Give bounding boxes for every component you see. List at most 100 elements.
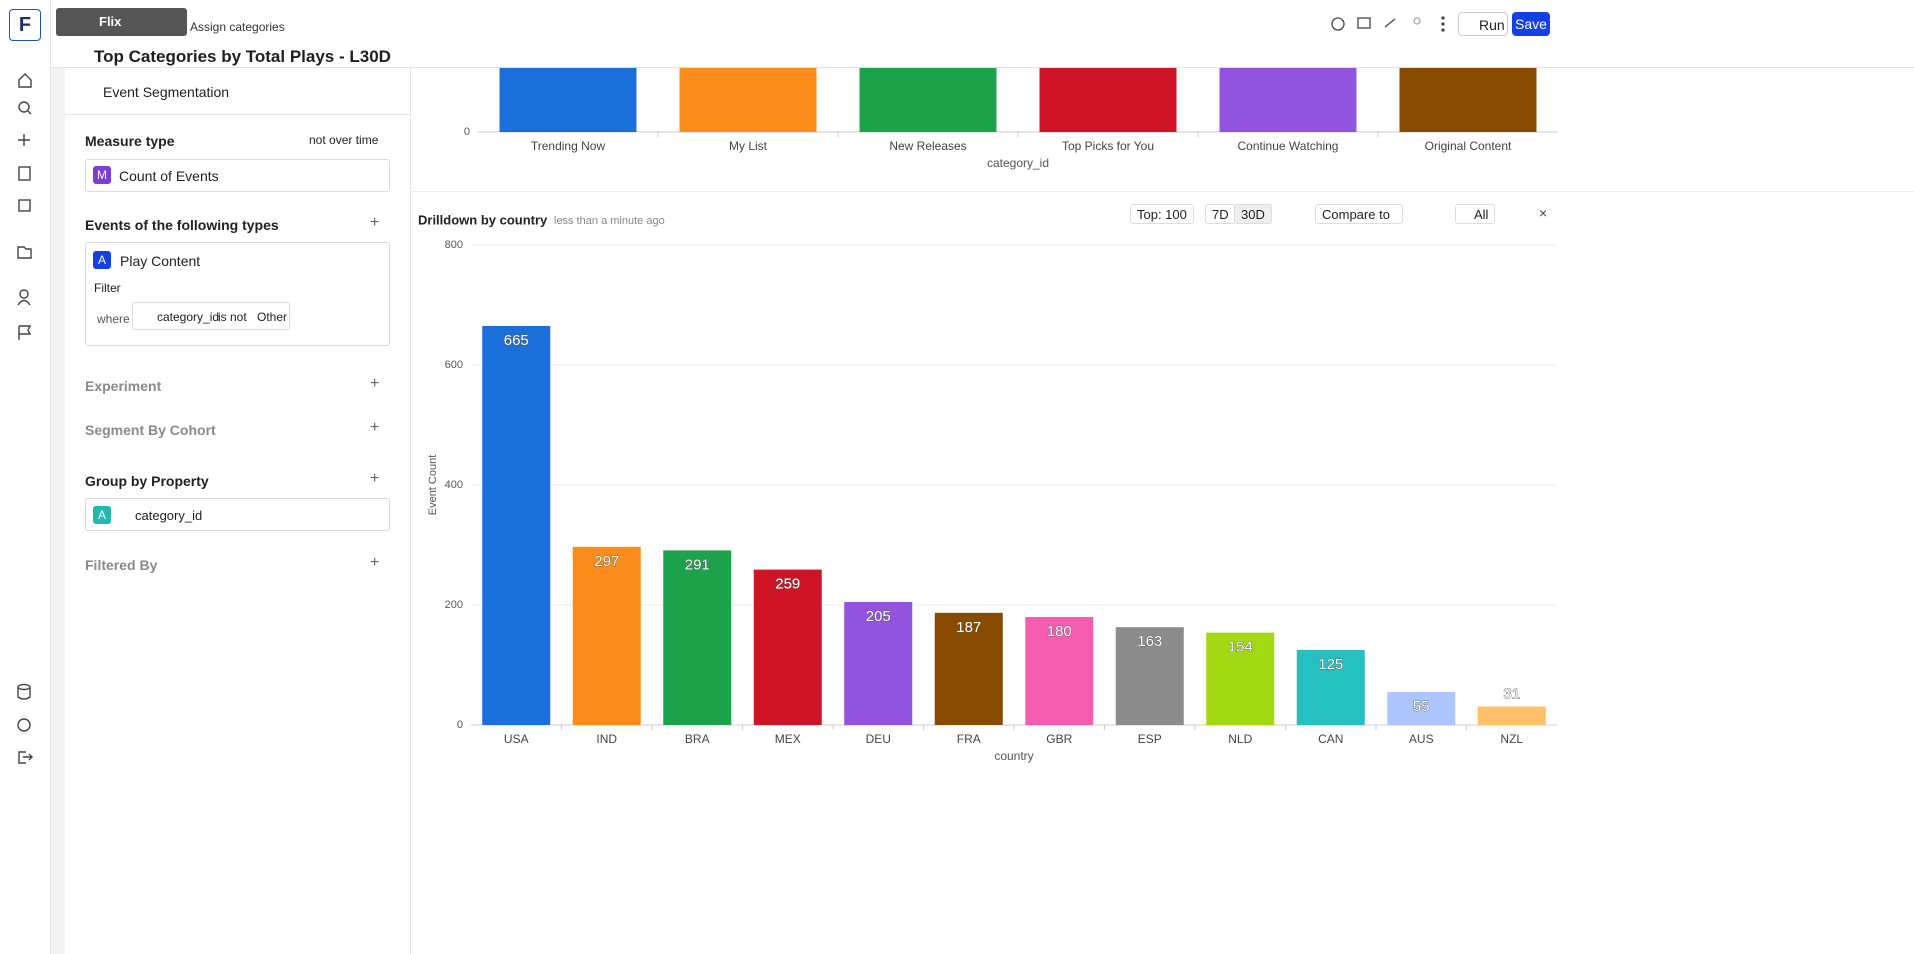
filtered-by-label: Filtered By <box>85 557 158 573</box>
filter-operator: is not <box>218 310 247 324</box>
y-tick-label: 0 <box>464 126 470 138</box>
data-label: 180 <box>1047 623 1072 640</box>
workspace-tooltip: Flix <box>56 8 187 36</box>
x-tick-label: FRA <box>957 732 981 746</box>
user-icon[interactable] <box>19 289 29 299</box>
home-icon[interactable] <box>18 73 32 88</box>
add-cohort[interactable]: + <box>370 419 380 436</box>
cropped-bar <box>1039 68 1177 132</box>
bar <box>1477 706 1546 725</box>
mode-label[interactable]: Event Segmentation <box>103 84 230 100</box>
data-label: 163 <box>1137 633 1162 650</box>
group-property: category_id <box>135 508 203 523</box>
filter-chip[interactable]: category_id is not Other <box>132 302 290 330</box>
top-n-select[interactable]: Top: 100 <box>1130 204 1194 224</box>
x-tick-label: CAN <box>1318 732 1343 746</box>
event-name[interactable]: Play Content <box>120 253 201 269</box>
x-tick-label: New Releases <box>889 139 966 153</box>
cropped-bar <box>679 68 817 132</box>
x-axis-label: category_id <box>987 156 1049 170</box>
query-panel: Event Segmentation Measure type not over… <box>65 68 411 954</box>
event-badge: A <box>93 251 111 269</box>
board-icon[interactable] <box>18 199 31 212</box>
add-event[interactable]: + <box>370 214 380 231</box>
nav-icons <box>17 73 32 340</box>
measure-select[interactable]: M Count of Events <box>85 159 390 192</box>
cropped-bar <box>499 68 637 132</box>
data-label: 31 <box>1503 685 1520 702</box>
x-axis-label: country <box>994 749 1033 763</box>
cohort-label: Segment By Cohort <box>85 422 216 438</box>
x-tick-label: GBR <box>1046 732 1072 746</box>
x-tick-label: My List <box>729 139 768 153</box>
measure-time[interactable]: not over time <box>309 133 379 147</box>
y-tick-label: 0 <box>457 719 463 731</box>
x-tick-label: Original Content <box>1425 139 1512 153</box>
x-tick-label: NZL <box>1500 732 1523 746</box>
link-button[interactable] <box>1384 18 1396 28</box>
help-icon[interactable] <box>17 718 31 732</box>
y-tick-label: 600 <box>445 359 463 371</box>
logout-icon[interactable] <box>18 751 33 764</box>
run-button[interactable]: Run <box>1458 12 1508 36</box>
chart-divider <box>411 191 1914 192</box>
folder-icon[interactable] <box>17 246 32 259</box>
cropped-bar <box>859 68 997 132</box>
search-icon[interactable] <box>18 101 30 113</box>
more-button[interactable] <box>1441 16 1445 20</box>
updated-label: less than a minute ago <box>554 215 665 227</box>
data-label: 665 <box>504 332 529 349</box>
visibility-select[interactable]: All <box>1455 204 1496 224</box>
x-tick-label: Top Picks for You <box>1062 139 1154 153</box>
logo[interactable]: F <box>9 9 41 41</box>
x-tick-label: ESP <box>1138 732 1162 746</box>
bar <box>1387 692 1456 725</box>
filter-property: category_id <box>157 310 220 324</box>
flag-icon[interactable] <box>18 325 32 340</box>
add-group[interactable]: + <box>370 470 380 487</box>
bar <box>1296 650 1365 725</box>
data-label: 154 <box>1228 639 1253 656</box>
data-label: 291 <box>685 556 710 573</box>
compare-select[interactable]: Compare to <box>1315 204 1403 224</box>
measure-value: Count of Events <box>119 168 219 184</box>
cropped-bar <box>1399 68 1537 132</box>
add-filtered-by[interactable]: + <box>370 554 380 571</box>
events-label: Events of the following types <box>85 217 279 233</box>
measure-label: Measure type <box>85 133 175 149</box>
x-tick-label: BRA <box>685 732 710 746</box>
close-button[interactable]: × <box>1539 205 1548 221</box>
data-label: 125 <box>1318 656 1343 673</box>
group-property-chip[interactable]: A category_id <box>85 498 390 531</box>
cropped-bar <box>1219 68 1357 132</box>
y-tick-label: 200 <box>445 599 463 611</box>
nav-bar: F <box>0 0 51 954</box>
share-button[interactable] <box>1413 17 1421 25</box>
filter-button[interactable]: Filter <box>94 281 121 295</box>
save-button[interactable]: Save <box>1512 12 1550 36</box>
breadcrumb[interactable]: Assign categories <box>190 20 285 34</box>
add-experiment[interactable]: + <box>370 375 380 392</box>
bar <box>844 602 913 725</box>
bar <box>482 326 551 725</box>
comment-button[interactable] <box>1357 17 1371 29</box>
x-tick-label: MEX <box>775 732 801 746</box>
doc-icon[interactable] <box>18 166 31 181</box>
bar <box>1206 632 1275 725</box>
range-30d[interactable]: 30D <box>1234 204 1272 224</box>
data-label: 55 <box>1413 698 1430 715</box>
x-tick-label: AUS <box>1409 732 1434 746</box>
add-icon[interactable] <box>18 134 30 146</box>
group-badge: A <box>93 506 111 524</box>
group-label: Group by Property <box>85 473 209 489</box>
x-tick-label: DEU <box>866 732 891 746</box>
header-divider <box>50 67 1914 68</box>
x-tick-label: IND <box>596 732 617 746</box>
measure-badge: M <box>93 166 111 184</box>
data-label: 187 <box>956 619 981 636</box>
collapse-strip <box>51 68 65 954</box>
page-title: Top Categories by Total Plays - L30D <box>94 47 391 66</box>
help-button[interactable] <box>1331 17 1345 31</box>
where-label: where <box>97 312 130 326</box>
